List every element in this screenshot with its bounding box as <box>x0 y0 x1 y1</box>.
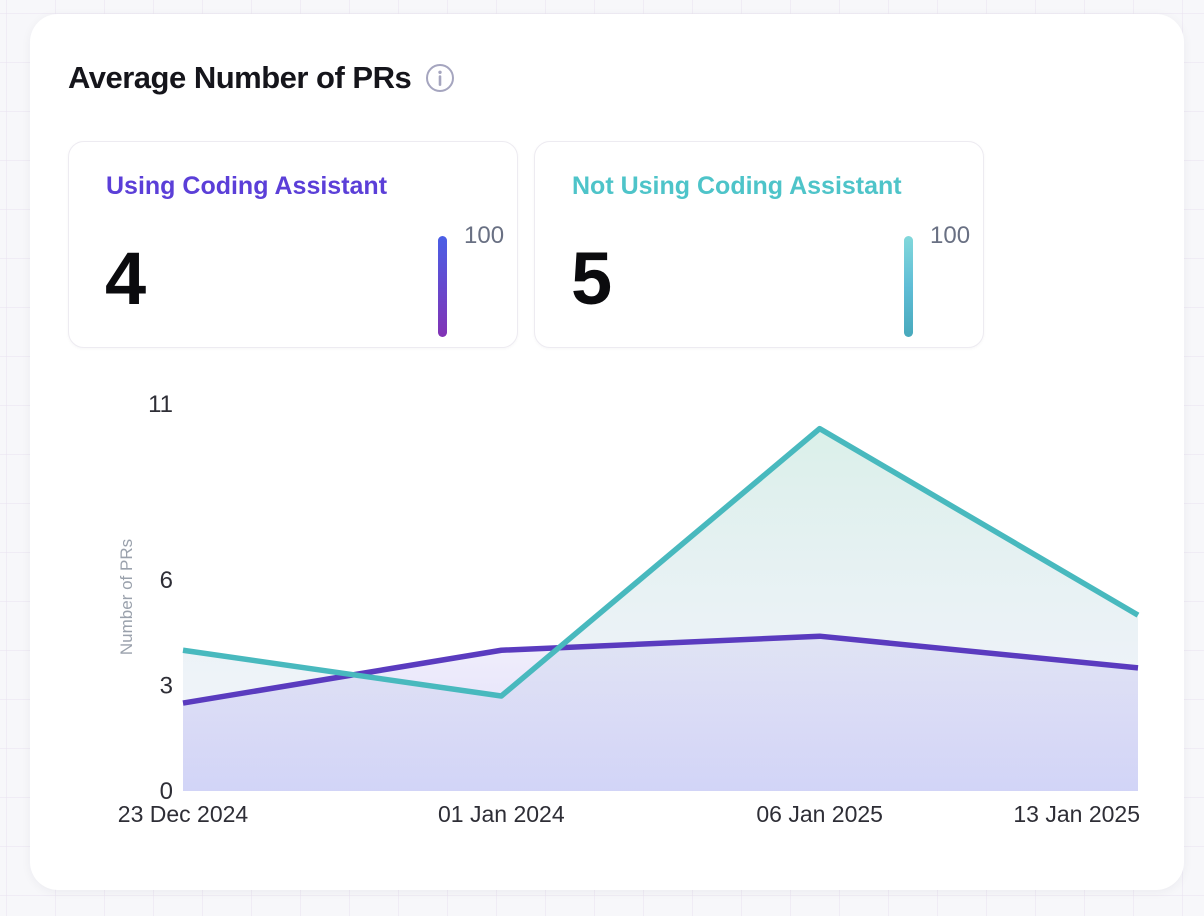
stat-card-not-using-coding-assistant: Not Using Coding Assistant 5 100 <box>534 141 984 348</box>
stat-label: Using Coding Assistant <box>106 172 388 200</box>
stat-gauge-value: 100 <box>464 222 505 249</box>
card-header: Average Number of PRs <box>68 60 455 96</box>
series-line-not-using-coding-assistant <box>182 425 1140 699</box>
stat-label: Not Using Coding Assistant <box>572 172 902 200</box>
y-tick-label: 6 <box>160 567 173 594</box>
stat-card-using-coding-assistant: Using Coding Assistant 4 100 <box>68 141 518 348</box>
stat-gauge-bar <box>904 236 913 337</box>
stat-value: 4 <box>105 237 147 320</box>
y-tick-label: 0 <box>160 778 173 805</box>
stat-gauge-value: 100 <box>930 222 971 249</box>
stat-cards-row: Using Coding Assistant 4 100 Not Using C… <box>68 141 984 348</box>
page-title: Average Number of PRs <box>68 60 412 95</box>
x-tick-label: 13 Jan 2025 <box>1013 801 1140 827</box>
stat-gauge-bar <box>438 236 447 337</box>
info-icon[interactable] <box>425 63 455 93</box>
x-tick-label: 06 Jan 2025 <box>756 801 883 827</box>
series-line-using-coding-assistant <box>182 633 1139 706</box>
stat-value: 5 <box>571 237 613 320</box>
x-tick-label: 01 Jan 2024 <box>438 801 565 827</box>
y-tick-label: 11 <box>148 391 173 418</box>
average-prs-card: Average Number of PRs Using Coding Assis… <box>30 14 1184 890</box>
x-tick-label: 23 Dec 2024 <box>118 801 249 827</box>
series-area-using-coding-assistant <box>183 636 1138 791</box>
y-axis-title: Number of PRs <box>117 539 136 655</box>
prs-chart: 0 3 6 11 23 Dec 2024 01 Jan 2024 06 Jan 2025 13… <box>117 391 1140 827</box>
y-tick-label: 3 <box>160 672 173 699</box>
